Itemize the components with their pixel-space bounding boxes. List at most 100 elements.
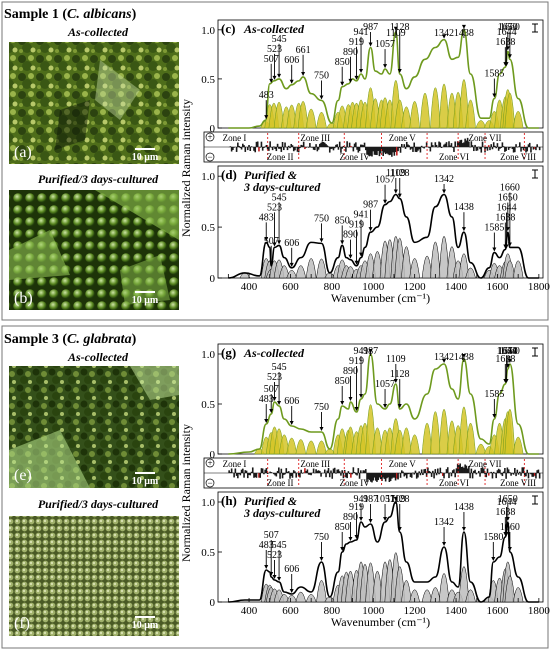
- difference-bar: [331, 147, 334, 149]
- difference-bar: [230, 468, 233, 473]
- difference-bar: [474, 144, 476, 147]
- difference-bar: [374, 473, 377, 481]
- x-tick-label-600: 600: [282, 605, 299, 617]
- difference-bar: [240, 147, 243, 150]
- difference-bar: [461, 466, 464, 473]
- difference-bar: [335, 473, 337, 474]
- peak-label-987: 987: [363, 200, 378, 211]
- zone-label: Zone I: [223, 459, 247, 469]
- photo-e-label: (e): [14, 467, 32, 484]
- difference-bar: [254, 473, 257, 478]
- y-tick-label: 1.0: [201, 497, 215, 509]
- difference-bar: [317, 147, 320, 150]
- difference-bar: [263, 473, 265, 475]
- zone-label: Zone IV: [339, 478, 370, 488]
- difference-bar: [536, 144, 538, 147]
- difference-bar: [417, 473, 419, 478]
- difference-bar: [410, 473, 413, 478]
- difference-bar: [253, 147, 255, 151]
- difference-bar: [299, 473, 301, 478]
- difference-bar: [432, 470, 434, 473]
- difference-bar: [314, 147, 316, 151]
- difference-bar: [279, 147, 281, 149]
- peak-label-1638: 1638: [495, 507, 515, 518]
- difference-bar: [353, 143, 356, 147]
- peak-arrow-head: [289, 589, 294, 593]
- zone-label: Zone VII: [468, 459, 501, 469]
- difference-bar: [423, 147, 425, 149]
- difference-bar: [470, 141, 473, 147]
- difference-bar: [527, 144, 530, 147]
- difference-bar: [437, 468, 439, 473]
- difference-bar: [408, 145, 411, 147]
- difference-bar: [438, 473, 440, 475]
- difference-bar: [399, 473, 402, 478]
- peak-label-1660: 1660: [500, 22, 520, 33]
- difference-bar: [394, 473, 397, 481]
- difference-bar: [237, 142, 239, 147]
- peak-label-919: 919: [349, 356, 364, 367]
- band-component: [409, 589, 420, 603]
- zone-label: Zone VI: [439, 478, 469, 488]
- difference-bar: [422, 147, 424, 148]
- difference-bar: [261, 147, 264, 151]
- difference-bar: [266, 473, 269, 474]
- peak-arrow-head: [340, 401, 345, 405]
- difference-bar: [258, 473, 260, 478]
- difference-bar: [328, 473, 331, 478]
- difference-bar: [418, 471, 420, 473]
- difference-bar: [304, 147, 306, 150]
- peak-label-483: 483: [259, 90, 274, 101]
- difference-bar: [507, 147, 510, 150]
- peak-label-1650: 1650: [498, 494, 518, 505]
- difference-bar: [509, 472, 511, 473]
- y-axis-label-sample3: Normalized Raman intensity: [179, 424, 193, 562]
- peak-label-483: 483: [259, 212, 274, 223]
- peak-arrow-head: [359, 394, 364, 398]
- difference-bar: [337, 147, 340, 150]
- peak-label-1650: 1650: [498, 346, 518, 357]
- difference-bar: [500, 473, 502, 475]
- difference-bar: [512, 473, 515, 475]
- peak-arrow-head: [301, 71, 306, 76]
- difference-bar: [458, 141, 460, 147]
- peak-label-1342: 1342: [434, 174, 454, 185]
- difference-bar: [454, 141, 457, 147]
- peak-label-1057: 1057: [375, 39, 395, 50]
- peak-arrow-head: [348, 397, 353, 401]
- band-component: [295, 265, 307, 279]
- x-tick-label-1800: 1800: [528, 605, 550, 617]
- difference-bar: [449, 472, 452, 473]
- difference-bar: [538, 147, 541, 151]
- difference-bar: [341, 147, 343, 149]
- difference-bar: [343, 147, 346, 148]
- difference-bar: [499, 147, 501, 149]
- difference-bar: [265, 144, 268, 147]
- difference-bar: [285, 468, 288, 473]
- difference-bar: [537, 469, 540, 473]
- difference-bar: [286, 147, 289, 151]
- difference-bar: [372, 473, 375, 481]
- difference-bar: [250, 146, 253, 147]
- difference-bar: [412, 147, 414, 152]
- spectrum-line: [228, 353, 539, 455]
- difference-bar: [361, 144, 363, 147]
- difference-bar: [468, 466, 470, 473]
- difference-bar: [518, 471, 521, 473]
- difference-bar: [368, 473, 371, 480]
- peak-label-750: 750: [314, 532, 329, 543]
- difference-bar: [330, 470, 332, 473]
- peak-arrow-head: [340, 240, 345, 245]
- difference-bar: [240, 469, 243, 473]
- difference-bar: [357, 147, 360, 153]
- difference-bar: [480, 147, 483, 153]
- peak-label-1128: 1128: [390, 22, 410, 33]
- difference-bar: [397, 473, 399, 480]
- band-component: [465, 99, 476, 129]
- difference-bar: [490, 471, 493, 473]
- peak-arrow-head: [368, 42, 373, 47]
- y-axis-label-sample1: Normalized Raman intensity: [179, 99, 193, 237]
- peak-label-1128: 1128: [390, 494, 410, 505]
- peak-arrow-head: [354, 75, 359, 80]
- band-component: [286, 270, 298, 279]
